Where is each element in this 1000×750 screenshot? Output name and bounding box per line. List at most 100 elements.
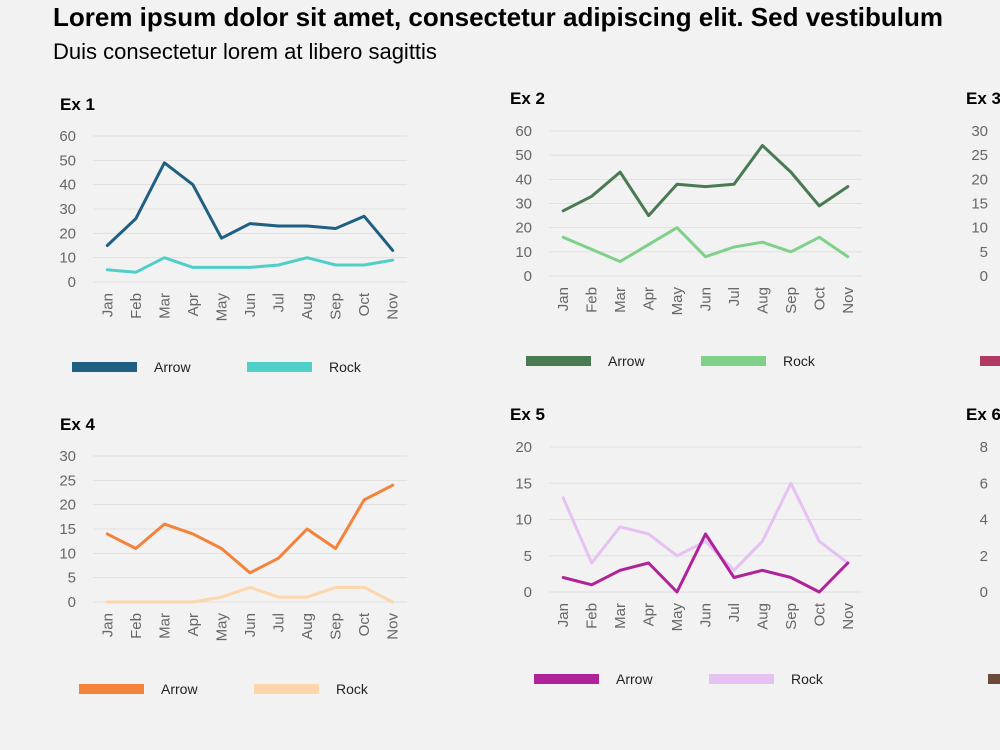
y-tick-label: 0 <box>68 274 76 291</box>
x-tick-label: Jul <box>271 293 288 312</box>
y-tick-label: 25 <box>971 147 988 164</box>
x-tick-label: Jan <box>99 293 116 317</box>
legend-swatch <box>254 684 319 694</box>
x-tick-label: Aug <box>299 613 316 640</box>
x-tick-label: Aug <box>299 293 316 320</box>
chart-title: Ex 1 <box>60 95 95 114</box>
legend-label: Rock <box>791 671 824 687</box>
chart-ex-1: Ex 1 0 10 20 30 40 50 60 Jan Feb Mar Apr May Jun Jul Au… <box>59 95 407 375</box>
y-tick-label: 20 <box>515 439 532 456</box>
x-tick-label: Nov <box>385 613 402 640</box>
y-tick-label: 30 <box>59 201 76 218</box>
x-tick-label: Sep <box>783 287 800 314</box>
series-line-rock <box>561 226 850 263</box>
legend-swatch <box>701 356 766 366</box>
series-line-rock <box>105 585 395 604</box>
x-tick-label: Oct <box>356 292 373 316</box>
x-tick-label: Mar <box>612 287 629 313</box>
y-tick-label: 10 <box>59 250 76 267</box>
page-subtitle: Duis consectetur lorem at libero sagitti… <box>53 39 437 64</box>
x-tick-label: Nov <box>840 603 857 630</box>
legend-label: Arrow <box>616 671 653 687</box>
chart-title: Ex 6 <box>966 405 1000 424</box>
x-tick-label: Aug <box>754 287 771 314</box>
x-tick-label: Jul <box>726 287 743 306</box>
y-tick-label: 6 <box>980 475 988 492</box>
x-tick-label: Nov <box>385 293 402 320</box>
y-tick-label: 15 <box>59 521 76 538</box>
y-tick-label: 20 <box>515 220 532 237</box>
chart-ex-3: Ex 3 0 5 10 15 20 25 30 <box>966 89 1000 366</box>
x-tick-label: Apr <box>185 293 202 316</box>
y-tick-label: 0 <box>524 268 532 285</box>
x-tick-label: Jun <box>698 603 715 627</box>
legend-label: Arrow <box>608 353 645 369</box>
legend-swatch <box>72 362 137 372</box>
y-tick-label: 60 <box>59 128 76 145</box>
series-line-arrow <box>561 532 850 594</box>
x-tick-label: Aug <box>754 603 771 630</box>
y-tick-label: 5 <box>980 244 988 261</box>
series-line-arrow <box>561 144 850 218</box>
page-title: Lorem ipsum dolor sit amet, consectetur … <box>53 2 943 32</box>
x-tick-label: Oct <box>811 602 828 626</box>
x-tick-label: Sep <box>328 293 345 320</box>
x-tick-label: Apr <box>641 287 658 310</box>
y-tick-label: 60 <box>515 123 532 140</box>
y-tick-label: 40 <box>515 171 532 188</box>
y-tick-label: 20 <box>59 497 76 514</box>
chart-title: Ex 5 <box>510 405 545 424</box>
y-tick-label: 20 <box>59 225 76 242</box>
legend-swatch <box>980 356 1000 366</box>
series-line-arrow <box>105 161 395 252</box>
x-tick-label: May <box>213 293 230 322</box>
x-tick-label: Jun <box>242 293 259 317</box>
y-tick-label: 5 <box>68 570 76 587</box>
x-tick-label: Feb <box>128 293 145 319</box>
x-tick-label: Apr <box>641 603 658 626</box>
x-tick-label: Mar <box>156 613 173 639</box>
legend-swatch <box>247 362 312 372</box>
x-tick-label: Oct <box>811 286 828 310</box>
x-tick-label: Mar <box>612 603 629 629</box>
y-tick-label: 20 <box>971 171 988 188</box>
y-tick-label: 0 <box>524 584 532 601</box>
y-tick-label: 15 <box>971 196 988 213</box>
legend-label: Arrow <box>154 359 191 375</box>
series-line-rock <box>105 256 395 274</box>
x-tick-label: May <box>669 287 686 316</box>
x-tick-label: Feb <box>584 603 601 629</box>
y-tick-label: 5 <box>524 548 532 565</box>
legend-swatch <box>79 684 144 694</box>
y-tick-label: 10 <box>515 512 532 529</box>
x-tick-label: Jul <box>271 613 288 632</box>
legend-label: Arrow <box>161 681 198 697</box>
legend-swatch <box>988 674 1000 684</box>
y-tick-label: 50 <box>59 152 76 169</box>
chart-ex-6: Ex 6 0 2 4 6 8 <box>966 405 1000 684</box>
y-tick-label: 0 <box>980 268 988 285</box>
x-tick-label: May <box>213 613 230 642</box>
x-tick-label: Apr <box>185 613 202 636</box>
chart-title: Ex 4 <box>60 415 96 434</box>
legend-label: Rock <box>336 681 369 697</box>
legend-swatch <box>709 674 774 684</box>
y-tick-label: 50 <box>515 147 532 164</box>
legend-swatch <box>526 356 591 366</box>
x-tick-label: Feb <box>128 613 145 639</box>
x-tick-label: Nov <box>840 287 857 314</box>
legend-label: Rock <box>783 353 816 369</box>
x-tick-label: May <box>669 603 686 632</box>
chart-title: Ex 2 <box>510 89 545 108</box>
series-line-arrow <box>105 483 395 575</box>
y-tick-label: 30 <box>515 196 532 213</box>
chart-ex-2: Ex 2 0 10 20 30 40 50 60 Jan Feb Mar Apr May Jun Jul Au… <box>510 89 862 369</box>
y-tick-label: 15 <box>515 475 532 492</box>
x-tick-label: Feb <box>584 287 601 313</box>
x-tick-label: Jan <box>555 287 572 311</box>
y-tick-label: 4 <box>980 512 988 529</box>
x-tick-label: Sep <box>328 613 345 640</box>
x-tick-label: Jun <box>242 613 259 637</box>
x-tick-label: Jul <box>726 603 743 622</box>
